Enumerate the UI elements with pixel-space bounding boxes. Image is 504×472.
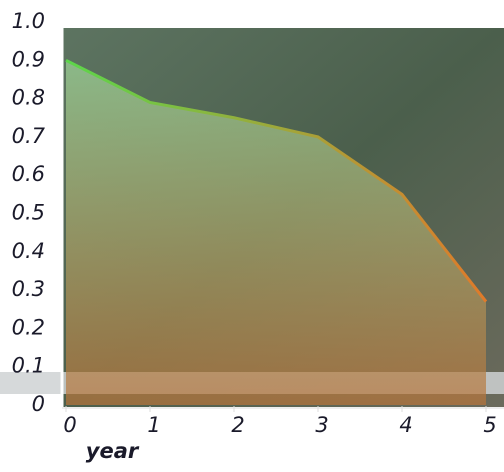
x-tick-label: 0 xyxy=(63,413,76,437)
y-tick-label: 0.5 xyxy=(12,201,45,225)
x-tick-label: 3 xyxy=(315,413,328,437)
y-tick-label: 0.4 xyxy=(12,239,45,263)
y-tick-label: 0.6 xyxy=(12,162,45,186)
x-tick-label: 4 xyxy=(399,413,412,437)
y-tick-label: 0.2 xyxy=(12,315,45,339)
page: year 0 0.1 0.2 0.3 0.4 0.5 0.6 0.7 0.8 0.9 1.0 0 1 2 3… xyxy=(0,0,504,468)
x-tick-label: 2 xyxy=(231,413,244,437)
x-tick-label: 5 xyxy=(483,413,496,437)
y-tick-label: 0.1 xyxy=(12,354,45,378)
chart: year 0 0.1 0.2 0.3 0.4 0.5 0.6 0.7 0.8 0.9 1.0 0 1 2 3… xyxy=(0,0,504,468)
y-tick-label: 1.0 xyxy=(12,9,45,33)
y-tick-label: 0.9 xyxy=(12,47,45,71)
y-tick-label: 0.7 xyxy=(12,124,46,148)
y-tick-label: 0.3 xyxy=(12,277,45,301)
x-tick-label: 1 xyxy=(147,413,160,437)
x-axis-label: year xyxy=(86,439,140,463)
y-tick-label: 0 xyxy=(32,392,45,416)
y-tick-label: 0.8 xyxy=(12,86,45,110)
